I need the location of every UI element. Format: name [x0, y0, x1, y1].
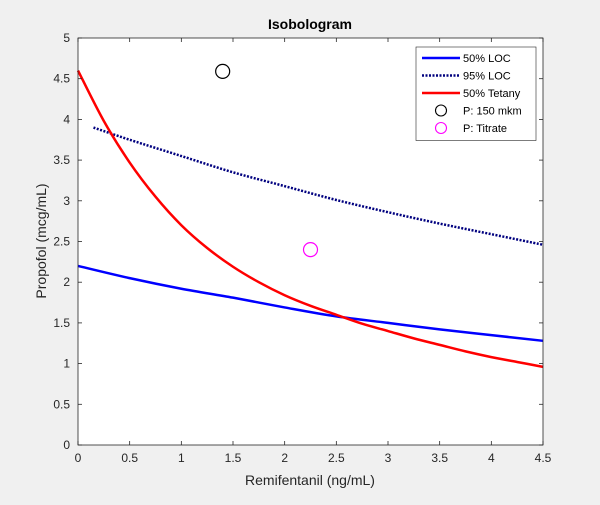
y-tick-label: 3 [63, 194, 70, 208]
x-tick-label: 2 [281, 451, 288, 465]
x-axis-label: Remifentanil (ng/mL) [245, 472, 375, 488]
x-tick-label: 1.5 [225, 451, 242, 465]
y-tick-label: 1.5 [53, 316, 70, 330]
y-tick-label: 0 [63, 438, 70, 452]
y-tick-label: 2 [63, 275, 70, 289]
y-tick-label: 4.5 [53, 72, 70, 86]
y-tick-label: 3.5 [53, 153, 70, 167]
y-tick-label: 0.5 [53, 397, 70, 411]
legend: 50% LOC 95% LOC 50% Tetany P: 150 mkm P: Tit… [415, 46, 537, 141]
legend-label-1: 50% LOC [463, 53, 511, 65]
x-tick-label: 4 [488, 451, 495, 465]
x-tick-label: 4.5 [535, 451, 552, 465]
data-point-2 [302, 242, 319, 258]
y-tick-label: 5 [63, 31, 70, 45]
legend-label-point-1: P: 150 mkm [463, 106, 522, 118]
legend-label-3: 50% Tetany [463, 88, 521, 100]
legend-label-2: 95% LOC [463, 71, 511, 83]
legend-label-point-2: P: Titrate [463, 123, 507, 135]
series-line-3 [76, 69, 544, 369]
y-axis-label: Propofol (mcg/mL) [33, 183, 49, 298]
x-tick-label: 2.5 [328, 451, 345, 465]
y-tick-label: 4 [63, 112, 70, 126]
chart-title: Isobologram [268, 16, 352, 32]
series-line-1 [77, 264, 544, 343]
y-tick-label: 2.5 [53, 235, 70, 249]
x-tick-label: 3.5 [431, 451, 448, 465]
legend-marker-point-2 [434, 121, 448, 135]
series-line-2 [93, 126, 544, 246]
x-tick-label: 3 [385, 451, 392, 465]
x-tick-label: 1 [178, 451, 185, 465]
y-tick-label: 1 [63, 357, 70, 371]
legend-marker-point-1 [434, 104, 448, 117]
x-tick-label: 0.5 [121, 451, 138, 465]
x-tick-label: 0 [75, 451, 82, 465]
data-point-1 [215, 63, 231, 79]
